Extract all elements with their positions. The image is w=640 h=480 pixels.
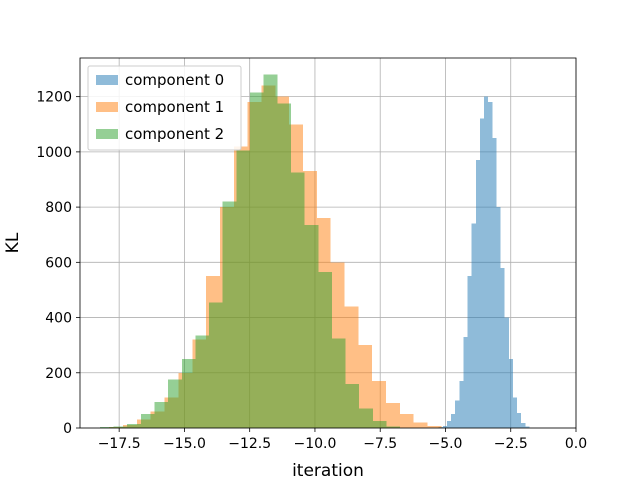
- histogram-bar: [413, 422, 428, 428]
- histogram-bar: [345, 383, 360, 428]
- histogram-bar: [475, 160, 480, 428]
- legend-label: component 0: [125, 71, 224, 89]
- y-tick-label: 400: [45, 311, 72, 327]
- legend-swatch: [96, 129, 118, 139]
- x-axis-label: iteration: [292, 461, 364, 480]
- x-tick-label: −17.5: [98, 436, 141, 452]
- histogram-bar: [386, 426, 401, 428]
- y-axis-label: KL: [3, 232, 23, 253]
- x-tick-label: −15.0: [163, 436, 206, 452]
- histogram-bar: [521, 423, 526, 428]
- y-tick-label: 0: [63, 421, 72, 437]
- histogram-bar: [154, 401, 169, 428]
- histogram-bar: [517, 412, 522, 428]
- legend-label: component 1: [125, 98, 224, 116]
- x-tick-label: −12.5: [228, 436, 271, 452]
- histogram-bar: [467, 276, 472, 428]
- histogram-bars: [99, 74, 530, 429]
- histogram-bar: [500, 267, 505, 428]
- histogram-bar: [463, 336, 468, 428]
- histogram-bar: [195, 335, 210, 428]
- histogram-bar: [331, 338, 346, 428]
- histogram-bar: [209, 302, 223, 428]
- y-tick-label: 1200: [36, 90, 72, 106]
- x-axis-ticks: −17.5 −15.0 −12.5 −10.0 −7.5 −5.0 −2.5 0.0: [98, 428, 587, 452]
- histogram-bar: [359, 408, 373, 428]
- x-tick-label: −10.0: [293, 436, 336, 452]
- histogram-bar: [140, 414, 155, 428]
- histogram-bar: [496, 207, 501, 428]
- legend-swatch: [96, 75, 118, 85]
- plot-frame: [79, 57, 577, 429]
- histogram-bar: [127, 423, 141, 428]
- histogram-bar: [399, 414, 414, 428]
- legend-label: component 2: [125, 125, 224, 143]
- series-0: [438, 96, 530, 429]
- histogram-bar: [427, 425, 442, 428]
- histogram-bar: [250, 92, 264, 428]
- histogram-bar: [488, 102, 493, 428]
- histogram-bar: [479, 118, 485, 428]
- histogram-bar: [442, 425, 447, 428]
- histogram-bar: [236, 150, 251, 428]
- histogram-bar: [451, 414, 456, 428]
- legend-swatch: [96, 102, 118, 112]
- histogram-bar: [455, 400, 460, 428]
- histogram-bar: [471, 223, 476, 428]
- x-tick-label: −5.0: [428, 436, 462, 452]
- histogram-bar: [372, 381, 386, 428]
- legend: component 0 component 1 component 2: [87, 65, 242, 151]
- histogram-bar: [358, 345, 373, 428]
- histogram-bar: [181, 358, 196, 428]
- histogram-bar: [113, 426, 128, 428]
- y-tick-label: 1000: [36, 145, 72, 161]
- y-tick-label: 600: [45, 255, 72, 271]
- histogram-bar: [446, 421, 452, 428]
- x-tick-label: −2.5: [494, 436, 528, 452]
- histogram-bar: [372, 421, 387, 428]
- histogram-bar: [290, 172, 305, 428]
- x-tick-label: 0.0: [565, 436, 587, 452]
- histogram-bar: [508, 358, 513, 428]
- histogram-bar: [277, 103, 291, 429]
- histogram-bar: [504, 317, 509, 428]
- histogram-bar: [492, 138, 497, 428]
- legend-box: [87, 65, 242, 151]
- histogram-bar: [168, 379, 182, 428]
- histogram-bar: [99, 427, 114, 428]
- y-axis-ticks: 0 200 400 600 800 1000 1200: [36, 90, 80, 437]
- histogram-bar: [222, 201, 237, 428]
- histogram-bar: [385, 403, 400, 428]
- histogram-bar: [304, 225, 319, 428]
- histogram-bar: [459, 381, 464, 428]
- histogram-bar: [484, 96, 489, 429]
- histogram-bar: [263, 74, 278, 428]
- histogram-bar: [512, 397, 518, 428]
- y-tick-label: 800: [45, 200, 72, 216]
- x-tick-label: −7.5: [363, 436, 397, 452]
- y-tick-label: 200: [45, 366, 72, 382]
- histogram-bar: [318, 271, 332, 428]
- histogram-bar: [525, 426, 530, 428]
- series-2: [99, 74, 401, 429]
